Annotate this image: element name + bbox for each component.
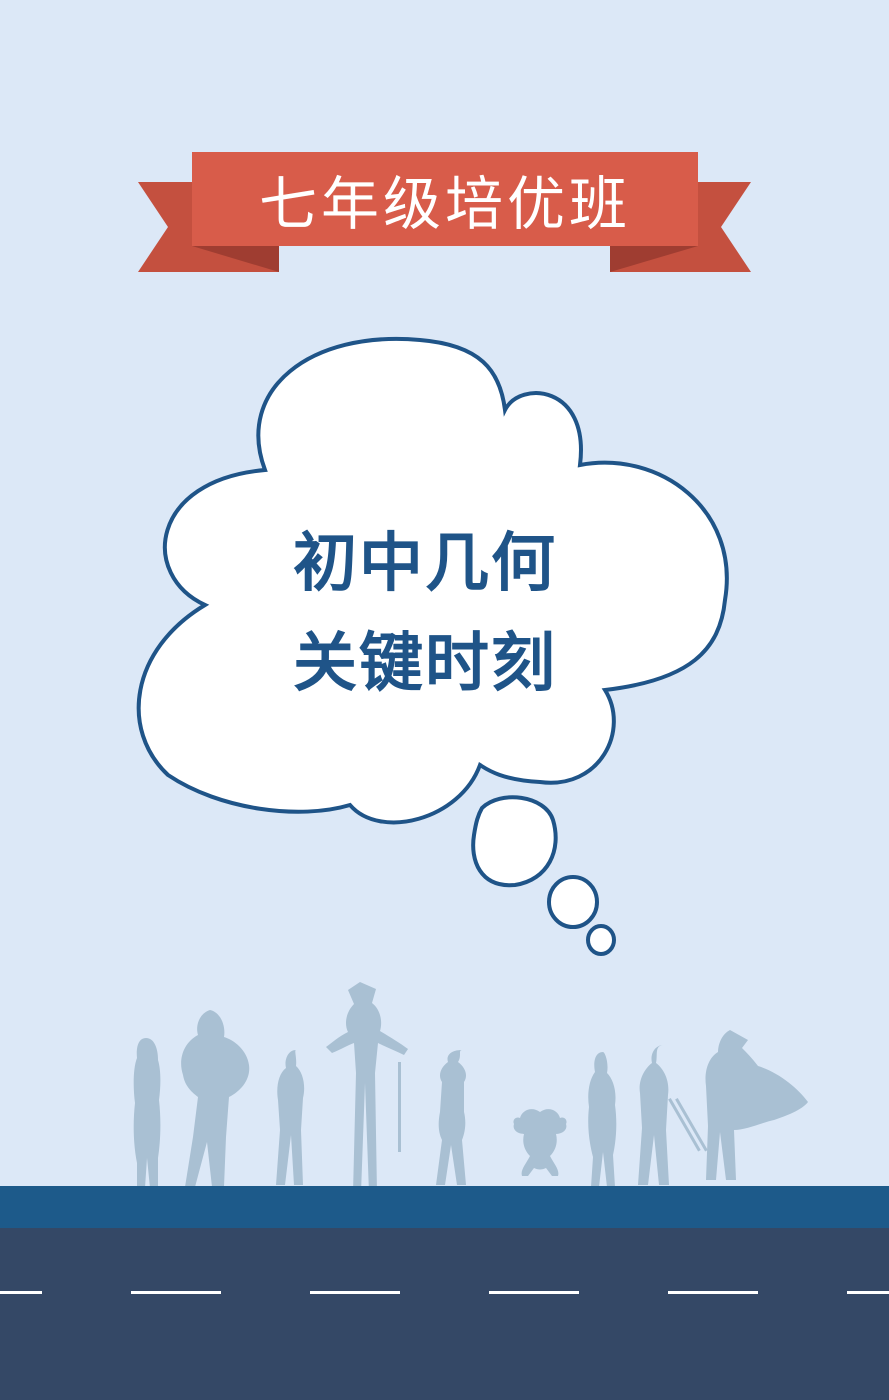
character-silhouettes-icon bbox=[133, 982, 808, 1193]
banner-title: 七年级培优班 bbox=[258, 170, 631, 238]
thought-bubble-icon bbox=[136, 336, 729, 956]
bubble-title-line-1: 初中几何 bbox=[293, 527, 557, 601]
ribbon-banner-icon bbox=[138, 152, 751, 272]
road-icon bbox=[0, 1186, 889, 1400]
bubble-title-line-2: 关键时刻 bbox=[293, 627, 557, 701]
